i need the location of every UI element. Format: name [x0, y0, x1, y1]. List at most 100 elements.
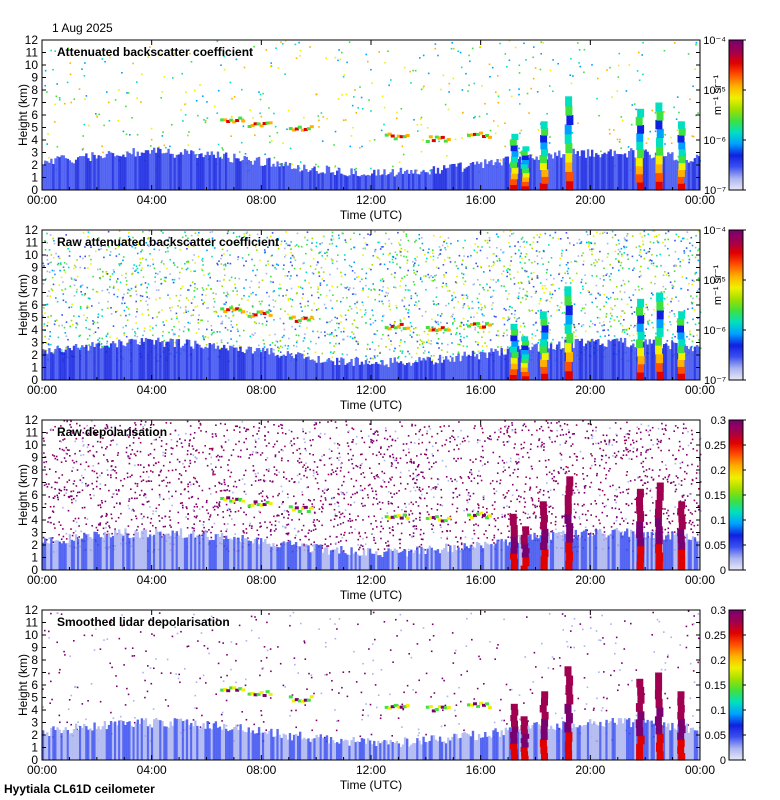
- x-tick-label: 20:00: [575, 573, 605, 587]
- y-tick-label: 12: [25, 603, 39, 617]
- y-tick-label: 11: [26, 616, 39, 630]
- colorbar-tick-label: 10⁻⁵: [703, 85, 726, 97]
- colorbar-tick-label: 0.15: [705, 490, 726, 502]
- y-tick-label: 0: [31, 183, 38, 197]
- y-tick-label: 0: [31, 373, 38, 387]
- y-tick-label: 6: [31, 678, 38, 692]
- y-tick-label: 7: [31, 476, 38, 490]
- y-tick-label: 8: [31, 273, 38, 287]
- colorbar-tick-label: 0.15: [705, 680, 726, 692]
- y-tick-label: 8: [31, 653, 38, 667]
- y-tick-label: 1: [31, 171, 38, 185]
- y-tick-label: 9: [31, 451, 38, 465]
- y-tick-label: 12: [25, 33, 39, 47]
- y-tick-label: 1: [31, 551, 38, 565]
- colorbar-tick-label: 0.2: [711, 465, 726, 477]
- x-tick-label: 04:00: [137, 573, 167, 587]
- x-axis-label: Time (UTC): [340, 398, 402, 412]
- panel-title: Smoothed lidar depolarisation: [57, 615, 230, 629]
- y-tick-label: 4: [31, 703, 38, 717]
- colorbar-tick-label: 0.1: [711, 515, 726, 527]
- y-tick-label: 11: [26, 426, 39, 440]
- y-tick-label: 2: [31, 538, 38, 552]
- colorbar-tick-label: 0.05: [705, 730, 726, 742]
- colorbar-tick-label: 10⁻⁶: [703, 135, 726, 147]
- y-tick-label: 0: [31, 563, 38, 577]
- x-tick-label: 00:00: [27, 193, 57, 207]
- panel-4: Smoothed lidar depolarisation01234567891…: [16, 603, 746, 792]
- x-tick-label: 12:00: [356, 383, 386, 397]
- colorbar: [728, 609, 744, 761]
- y-tick-label: 10: [25, 58, 39, 72]
- y-tick-label: 1: [31, 361, 38, 375]
- heatmap-texture: [42, 40, 701, 191]
- y-tick-label: 8: [31, 83, 38, 97]
- date-label: 1 Aug 2025: [52, 21, 113, 35]
- x-tick-label: 00:00: [27, 763, 57, 777]
- heatmap-texture: [42, 230, 702, 381]
- colorbar-tick-label: 0: [720, 565, 726, 577]
- y-tick-label: 6: [31, 298, 38, 312]
- panel-title: Raw attenuated backscatter coefficient: [57, 235, 279, 249]
- y-tick-label: 2: [31, 158, 38, 172]
- y-tick-label: 0: [31, 753, 38, 767]
- colorbar-label: m⁻¹ sr⁻¹: [712, 75, 724, 116]
- colorbar-tick-label: 10⁻⁷: [704, 185, 726, 197]
- colorbar-tick-label: 0.3: [711, 415, 726, 427]
- y-tick-label: 4: [31, 323, 38, 337]
- colorbar-tick-label: 0.05: [705, 540, 726, 552]
- y-tick-label: 12: [25, 413, 39, 427]
- y-axis-label: Height (km): [16, 464, 30, 526]
- x-axis-label: Time (UTC): [340, 588, 402, 602]
- y-tick-label: 5: [31, 501, 38, 515]
- y-tick-label: 1: [31, 741, 38, 755]
- panel-2: Raw attenuated backscatter coefficient01…: [16, 223, 746, 412]
- x-tick-label: 20:00: [575, 763, 605, 777]
- x-tick-label: 08:00: [246, 573, 276, 587]
- x-tick-label: 00:00: [685, 573, 715, 587]
- colorbar-tick-label: 10⁻⁵: [703, 275, 726, 287]
- y-tick-label: 2: [31, 728, 38, 742]
- colorbar-tick-label: 0: [720, 755, 726, 767]
- x-tick-label: 16:00: [466, 763, 496, 777]
- x-tick-label: 16:00: [466, 383, 496, 397]
- y-tick-label: 9: [31, 261, 38, 275]
- x-tick-label: 08:00: [246, 193, 276, 207]
- x-tick-label: 08:00: [246, 383, 276, 397]
- y-tick-label: 3: [31, 146, 38, 160]
- x-tick-label: 20:00: [575, 193, 605, 207]
- x-tick-label: 00:00: [685, 193, 715, 207]
- y-tick-label: 5: [31, 691, 38, 705]
- x-tick-label: 00:00: [685, 763, 715, 777]
- y-tick-label: 10: [25, 248, 39, 262]
- panel-1: Attenuated backscatter coefficient012345…: [16, 33, 746, 222]
- colorbar-tick-label: 10⁻⁴: [703, 35, 726, 47]
- y-tick-label: 7: [31, 286, 38, 300]
- x-tick-label: 16:00: [466, 573, 496, 587]
- colorbar: [728, 229, 744, 381]
- x-tick-label: 12:00: [356, 573, 386, 587]
- colorbar-tick-label: 10⁻⁶: [703, 325, 726, 337]
- panel-title: Raw depolarisation: [57, 425, 167, 439]
- x-tick-label: 04:00: [137, 383, 167, 397]
- x-tick-label: 12:00: [356, 193, 386, 207]
- x-tick-label: 16:00: [466, 193, 496, 207]
- y-axis-label: Height (km): [16, 654, 30, 716]
- colorbar-tick-label: 10⁻⁷: [704, 375, 726, 387]
- y-tick-label: 3: [31, 336, 38, 350]
- colorbar-tick-label: 0.3: [711, 605, 726, 617]
- y-tick-label: 3: [31, 716, 38, 730]
- y-tick-label: 4: [31, 133, 38, 147]
- y-tick-label: 9: [31, 71, 38, 85]
- y-tick-label: 6: [31, 108, 38, 122]
- colorbar-tick-label: 10⁻⁴: [703, 225, 726, 237]
- x-tick-label: 00:00: [685, 383, 715, 397]
- x-tick-label: 00:00: [27, 383, 57, 397]
- y-tick-label: 8: [31, 463, 38, 477]
- y-tick-label: 5: [31, 121, 38, 135]
- heatmap-texture: [42, 420, 702, 571]
- y-tick-label: 6: [31, 488, 38, 502]
- x-axis-label: Time (UTC): [340, 208, 402, 222]
- y-tick-label: 3: [31, 526, 38, 540]
